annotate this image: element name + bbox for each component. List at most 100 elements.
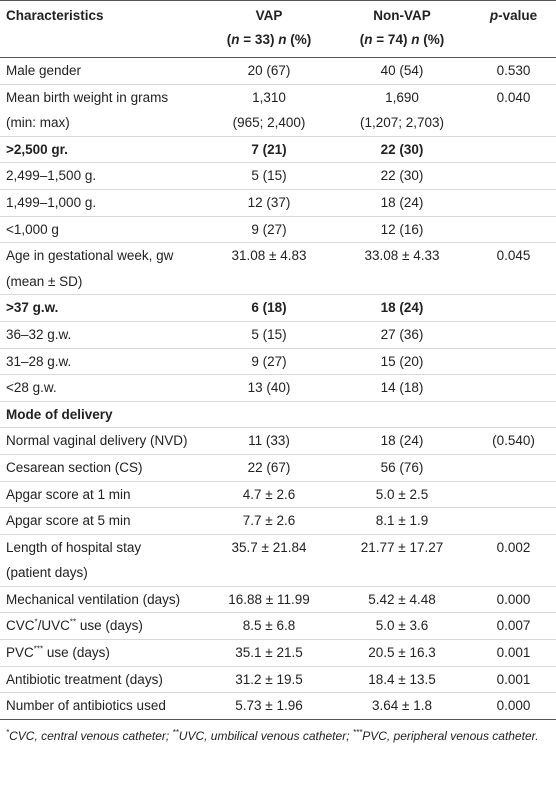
text: 15 (20) bbox=[380, 353, 424, 369]
text: 18 (24) bbox=[380, 194, 424, 210]
text: 14 (18) bbox=[380, 380, 424, 396]
cell: 36–32 g.w. bbox=[0, 321, 205, 349]
cell: 12 (37) bbox=[205, 189, 333, 217]
text: (0.540) bbox=[492, 433, 535, 449]
cell: >2,500 gr. bbox=[0, 136, 205, 164]
cell: <1,000 g bbox=[0, 216, 205, 244]
row: 36–32 g.w. 5 (15) 27 (36) bbox=[0, 321, 556, 349]
text: 8.5 ± 6.8 bbox=[242, 618, 296, 634]
cell: 7 (21) bbox=[205, 136, 333, 164]
text: ** bbox=[172, 727, 179, 737]
text: (965; 2,400) bbox=[232, 115, 306, 131]
cell: 5.0 ± 2.5 bbox=[333, 481, 471, 509]
cell bbox=[471, 454, 556, 482]
cell: 0.000 bbox=[471, 586, 556, 614]
header-text: -value bbox=[498, 8, 538, 23]
header-text: ( bbox=[359, 32, 365, 47]
cell bbox=[471, 189, 556, 217]
text: 16.88 ± 11.99 bbox=[228, 591, 310, 607]
header-text: n bbox=[231, 32, 240, 47]
cell: 13 (40) bbox=[205, 374, 333, 402]
cell: 4.7 ± 2.6 bbox=[205, 481, 333, 509]
cell: 21.77 ± 17.27 bbox=[333, 534, 471, 587]
row: <1,000 g 9 (27) 12 (16) bbox=[0, 216, 556, 244]
text: 7 (21) bbox=[251, 141, 287, 157]
cell: 0.007 bbox=[471, 612, 556, 641]
text: 1,310 bbox=[252, 89, 286, 105]
cell: 18 (24) bbox=[333, 427, 471, 455]
row: PVC*** use (days) 35.1 ± 21.5 20.5 ± 16.3… bbox=[0, 639, 556, 667]
cell: 16.88 ± 11.99 bbox=[205, 586, 333, 614]
cell: 2,499–1,500 g. bbox=[0, 162, 205, 190]
table-body: Male gender 20 (67) 40 (54) 0.530 Mean birth… bbox=[0, 57, 556, 720]
header-row: Characteristics VAP (n = 33) n (%) Non-VA… bbox=[0, 0, 556, 58]
cell: Mode of delivery bbox=[0, 401, 205, 429]
text: 0.001 bbox=[496, 671, 531, 687]
cell: 0.001 bbox=[471, 639, 556, 667]
text: 31–28 g.w. bbox=[6, 353, 72, 369]
header-text: p bbox=[489, 8, 499, 23]
text: 0.002 bbox=[496, 539, 531, 555]
cell: Age in gestational week, gw (mean ± SD) bbox=[0, 242, 205, 296]
row: 1,499–1,000 g. 12 (37) 18 (24) bbox=[0, 189, 556, 217]
text: CVC, central venous catheter; bbox=[9, 728, 173, 743]
row: Normal vaginal delivery (NVD) 11 (33) 18 (… bbox=[0, 427, 556, 455]
cell: 56 (76) bbox=[333, 454, 471, 482]
text: 5.42 ± 4.48 bbox=[368, 591, 436, 607]
text: 33.08 ± 4.33 bbox=[364, 248, 440, 264]
cell: 20 (67) bbox=[205, 57, 333, 85]
text: 20 (67) bbox=[247, 63, 291, 78]
row: 31–28 g.w. 9 (27) 15 (20) bbox=[0, 348, 556, 376]
text: 22 (67) bbox=[247, 459, 291, 475]
header-cell: VAP (n = 33) n (%) bbox=[205, 0, 333, 58]
cell: >37 g.w. bbox=[0, 294, 205, 322]
cell: 3.64 ± 1.8 bbox=[333, 692, 471, 720]
text: 20.5 ± 16.3 bbox=[368, 645, 436, 661]
header-text: (%) bbox=[286, 32, 312, 47]
cell: 5.0 ± 3.6 bbox=[333, 612, 471, 641]
cell: Length of hospital stay (patient days) bbox=[0, 534, 205, 587]
row: Mode of delivery bbox=[0, 401, 556, 429]
text: <1,000 g bbox=[6, 221, 59, 237]
cell: 5 (15) bbox=[205, 321, 333, 349]
row: Length of hospital stay (patient days) 35.… bbox=[0, 534, 556, 587]
text: 35.7 ± 21.84 bbox=[231, 539, 307, 555]
cell bbox=[471, 136, 556, 164]
text: 6 (18) bbox=[251, 300, 287, 316]
row: Age in gestational week, gw (mean ± SD) 31… bbox=[0, 242, 556, 296]
text: 5 (15) bbox=[251, 326, 287, 342]
text: Antibiotic treatment (days) bbox=[6, 671, 163, 687]
header-cell: Characteristics bbox=[0, 0, 205, 58]
cell bbox=[471, 401, 556, 429]
header-text: = 33) bbox=[239, 32, 279, 47]
row: Apgar score at 5 min 7.7 ± 2.6 8.1 ± 1.9 bbox=[0, 507, 556, 535]
cell: 18.4 ± 13.5 bbox=[333, 666, 471, 694]
cell bbox=[471, 321, 556, 349]
text: 18 (24) bbox=[380, 433, 424, 449]
text: 18.4 ± 13.5 bbox=[368, 671, 436, 687]
text: use (days) bbox=[43, 645, 110, 661]
cell: 31.08 ± 4.83 bbox=[205, 242, 333, 296]
text: 18 (24) bbox=[380, 300, 424, 316]
text: 22 (30) bbox=[380, 168, 424, 184]
text: ** bbox=[69, 617, 77, 627]
header-text: n bbox=[411, 32, 420, 47]
text: * bbox=[34, 617, 38, 627]
text: 0.040 bbox=[496, 89, 531, 105]
text: 9 (27) bbox=[251, 221, 287, 237]
cell bbox=[471, 481, 556, 509]
text: 27 (36) bbox=[380, 326, 424, 342]
cell: Mechanical ventilation (days) bbox=[0, 586, 205, 614]
cell bbox=[471, 374, 556, 402]
text: Mean birth weight in grams bbox=[6, 89, 169, 105]
text: use (days) bbox=[76, 618, 143, 634]
text: (min: max) bbox=[6, 115, 70, 131]
cell bbox=[471, 216, 556, 244]
cell: 1,499–1,000 g. bbox=[0, 189, 205, 217]
text: Mode of delivery bbox=[6, 406, 113, 422]
text: 8.1 ± 1.9 bbox=[375, 513, 429, 529]
text: 13 (40) bbox=[247, 380, 291, 396]
row: Number of antibiotics used 5.73 ± 1.96 3.6… bbox=[0, 692, 556, 720]
text: 1,690 bbox=[385, 89, 419, 105]
